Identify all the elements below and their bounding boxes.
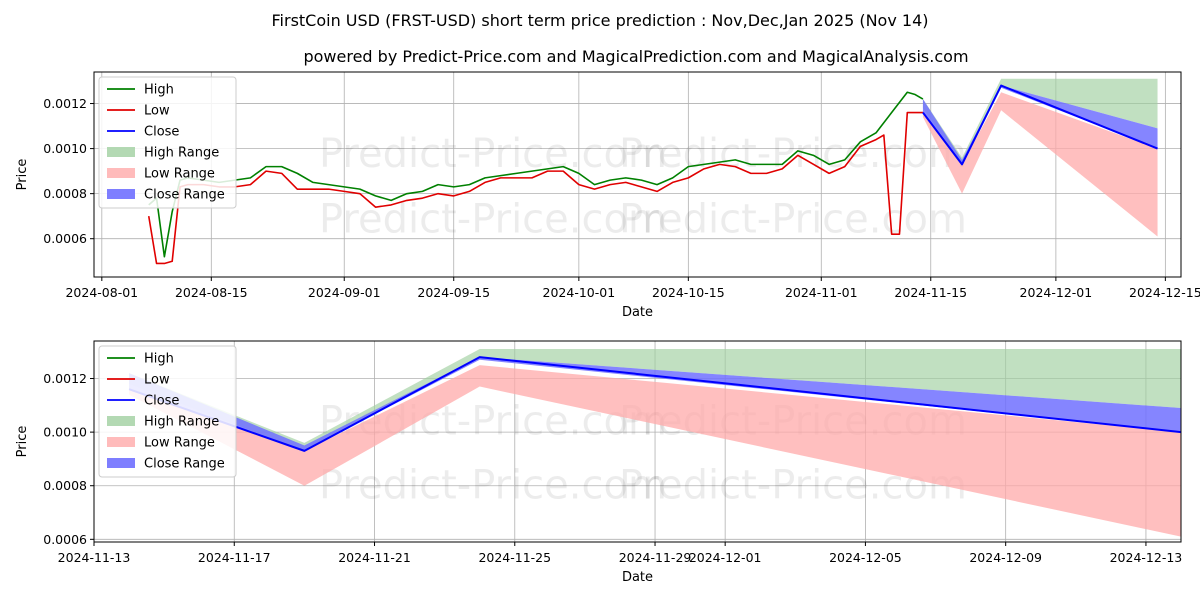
watermark-text: Predict-Price.com: [319, 463, 667, 509]
x-tick-label: 2024-12-13: [1110, 550, 1183, 565]
y-tick-label: 0.0012: [43, 371, 87, 386]
x-tick-label: 2024-11-25: [478, 550, 551, 565]
chart-title: FirstCoin USD (FRST-USD) short term pric…: [272, 11, 929, 30]
y-tick-label: 0.0010: [43, 141, 87, 156]
low-range-band: [922, 92, 1158, 237]
legend-label-low: Low: [144, 104, 170, 119]
legend-label-high: High: [144, 352, 174, 367]
bottom-panel: Predict-Price.comPredict-Price.comPredic…: [15, 340, 1183, 585]
legend-label-low-range: Low Range: [144, 167, 215, 182]
x-tick-label: 2024-11-21: [338, 550, 411, 565]
high-range-band: [129, 349, 1181, 451]
legend-label-high: High: [144, 83, 174, 98]
x-tick-label: 2024-12-15: [1129, 285, 1200, 300]
y-tick-label: 0.0008: [43, 186, 87, 201]
legend-swatch-low-range: [107, 437, 135, 447]
x-tick-label: 2024-08-15: [175, 285, 248, 300]
legend-swatch-close-range: [107, 189, 135, 199]
x-tick-label: 2024-12-05: [829, 550, 902, 565]
close-series-line: [922, 84, 1158, 166]
chart-subtitle: powered by Predict-Price.com and Magical…: [303, 47, 968, 66]
legend-label-close: Close: [144, 125, 179, 140]
y-axis-label: Price: [15, 426, 30, 458]
x-tick-label: 2024-10-01: [543, 285, 616, 300]
x-tick-label: 2024-11-01: [785, 285, 858, 300]
low-series-line: [147, 111, 923, 265]
watermark-text: Predict-Price.com: [619, 197, 967, 243]
legend-label-close: Close: [144, 394, 179, 409]
x-tick-label: 2024-12-01: [689, 550, 762, 565]
plot-data: [147, 78, 1158, 265]
top-panel: Predict-Price.comPredict-Price.comPredic…: [15, 71, 1200, 320]
y-tick-label: 0.0008: [43, 478, 87, 493]
legend-swatch-high-range: [107, 147, 135, 157]
y-tick-label: 0.0010: [43, 425, 87, 440]
y-axis-label: Price: [15, 159, 30, 191]
legend-label-high-range: High Range: [144, 146, 219, 161]
low-range-band: [129, 365, 1181, 537]
legend-label-close-range: Close Range: [144, 188, 225, 203]
y-tick-label: 0.0006: [43, 231, 87, 246]
legend-label-low: Low: [144, 373, 170, 388]
watermark-text: Predict-Price.com: [319, 197, 667, 243]
legend-label-high-range: High Range: [144, 415, 219, 430]
legend-swatch-high-range: [107, 416, 135, 426]
x-tick-label: 2024-11-17: [198, 550, 271, 565]
high-range-band: [922, 78, 1158, 165]
legend: High Low Close High Range Low Range Close Ran…: [98, 345, 237, 478]
legend-swatch-close-range: [107, 458, 135, 468]
x-tick-label: 2024-09-01: [308, 285, 381, 300]
legend-swatch-low-range: [107, 168, 135, 178]
x-axis-label: Date: [622, 305, 653, 320]
axes-frame: [93, 71, 1182, 278]
y-tick-label: 0.0012: [43, 96, 87, 111]
x-tick-label: 2024-11-15: [894, 285, 967, 300]
legend-label-close-range: Close Range: [144, 457, 225, 472]
x-tick-label: 2024-12-09: [969, 550, 1042, 565]
watermark-text: Predict-Price.com: [319, 131, 667, 177]
axes-frame: [93, 340, 1182, 543]
x-tick-label: 2024-10-15: [652, 285, 725, 300]
high-series-line: [148, 91, 924, 258]
x-axis-label: Date: [622, 570, 653, 585]
legend-label-low-range: Low Range: [144, 436, 215, 451]
x-tick-label: 2024-12-01: [1020, 285, 1093, 300]
x-tick-label: 2024-11-29: [619, 550, 692, 565]
legend: High Low Close High Range Low Range Close Ran…: [98, 76, 237, 209]
x-tick-label: 2024-09-15: [417, 285, 490, 300]
x-tick-label: 2024-08-01: [65, 285, 138, 300]
x-tick-label: 2024-11-13: [58, 550, 131, 565]
y-tick-label: 0.0006: [43, 532, 87, 547]
